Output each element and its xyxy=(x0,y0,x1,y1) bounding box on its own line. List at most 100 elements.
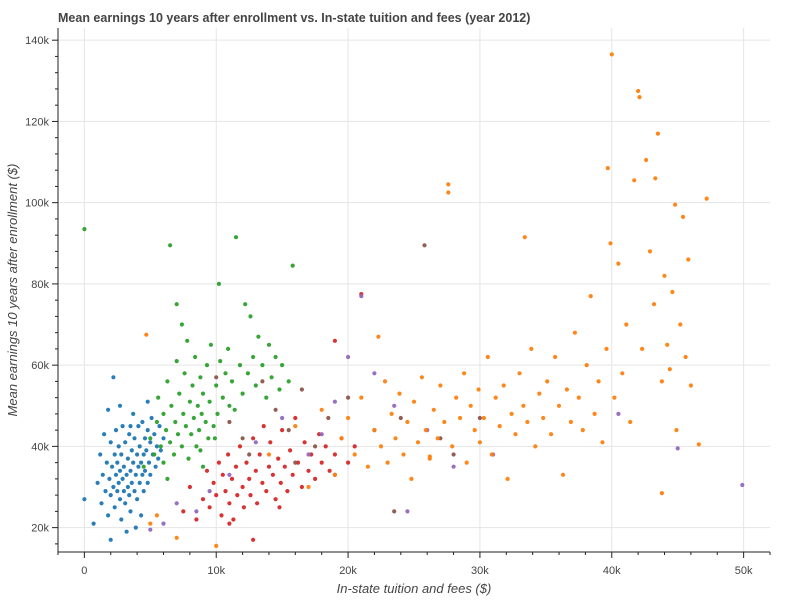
data-point xyxy=(119,452,124,457)
data-point xyxy=(148,472,153,477)
data-point xyxy=(144,332,149,337)
data-point xyxy=(82,227,87,232)
data-point xyxy=(161,460,166,465)
data-point xyxy=(194,517,199,522)
data-point xyxy=(476,387,481,392)
data-point xyxy=(280,363,285,368)
data-point xyxy=(273,354,278,360)
data-point xyxy=(198,448,203,453)
data-point xyxy=(241,505,246,510)
data-point xyxy=(290,472,295,477)
data-point xyxy=(232,407,237,412)
x-tick-label: 50k xyxy=(735,565,753,577)
data-point xyxy=(632,178,637,183)
data-point xyxy=(382,379,388,384)
data-point xyxy=(115,489,120,494)
data-point xyxy=(522,235,527,240)
data-point xyxy=(199,411,204,416)
data-point xyxy=(125,456,130,461)
data-point xyxy=(164,428,169,433)
data-point xyxy=(285,489,290,494)
data-point xyxy=(332,399,337,404)
data-point xyxy=(141,464,146,469)
data-point xyxy=(323,444,328,449)
data-point xyxy=(286,379,291,384)
data-point xyxy=(187,484,192,490)
data-point xyxy=(533,444,538,449)
data-point xyxy=(220,395,225,400)
data-point xyxy=(99,501,104,506)
data-point xyxy=(477,440,482,445)
data-point xyxy=(282,464,287,469)
data-point xyxy=(207,505,212,510)
data-point xyxy=(637,95,642,100)
data-point xyxy=(608,241,613,246)
data-point xyxy=(451,464,456,469)
data-point xyxy=(240,391,245,396)
data-point xyxy=(117,403,123,408)
data-point xyxy=(148,527,153,532)
data-point xyxy=(111,375,116,380)
data-point xyxy=(260,480,265,485)
data-point xyxy=(644,157,649,163)
data-point xyxy=(662,273,667,278)
data-point xyxy=(206,436,211,441)
data-point xyxy=(576,395,581,400)
data-point xyxy=(212,436,217,441)
data-point xyxy=(200,464,206,469)
data-point xyxy=(293,424,298,429)
data-point xyxy=(655,131,661,136)
data-point xyxy=(121,489,126,494)
data-point xyxy=(158,444,163,449)
data-point xyxy=(592,411,597,416)
data-point xyxy=(165,379,170,384)
data-point xyxy=(529,346,534,351)
data-point xyxy=(674,428,679,433)
data-point xyxy=(148,436,153,441)
data-point xyxy=(177,391,182,396)
data-point xyxy=(142,436,148,441)
data-point xyxy=(152,452,157,457)
data-point xyxy=(216,460,221,465)
data-point xyxy=(270,472,275,477)
data-point xyxy=(112,452,117,457)
data-point xyxy=(245,371,250,376)
data-point xyxy=(435,436,440,441)
data-point xyxy=(127,432,132,437)
data-point xyxy=(458,415,463,421)
data-point xyxy=(191,415,196,421)
data-point xyxy=(431,407,436,412)
data-point xyxy=(104,460,109,465)
y-tick-label: 40k xyxy=(31,441,49,453)
data-point xyxy=(605,166,610,171)
data-point xyxy=(139,513,144,518)
data-point xyxy=(112,505,117,510)
data-point xyxy=(266,342,272,347)
data-point xyxy=(696,442,701,447)
data-point xyxy=(288,448,293,453)
data-point xyxy=(111,484,116,490)
data-point xyxy=(248,493,253,498)
data-point xyxy=(133,472,138,477)
data-point xyxy=(260,379,265,384)
data-point xyxy=(389,411,394,416)
data-point xyxy=(326,415,331,421)
data-point xyxy=(596,379,601,384)
data-point xyxy=(165,476,170,481)
data-point xyxy=(253,440,258,445)
data-point xyxy=(227,472,232,477)
data-point xyxy=(299,387,304,392)
data-point xyxy=(127,493,132,498)
data-point xyxy=(140,472,145,477)
data-point xyxy=(197,428,202,433)
data-point xyxy=(211,424,216,429)
data-point xyxy=(124,529,129,534)
y-tick-label: 20k xyxy=(31,523,49,535)
data-point xyxy=(269,375,274,380)
data-point xyxy=(233,464,239,469)
data-point xyxy=(280,415,285,421)
data-point xyxy=(229,379,235,384)
data-point xyxy=(168,243,173,248)
data-point xyxy=(128,509,133,514)
data-point xyxy=(665,342,670,347)
